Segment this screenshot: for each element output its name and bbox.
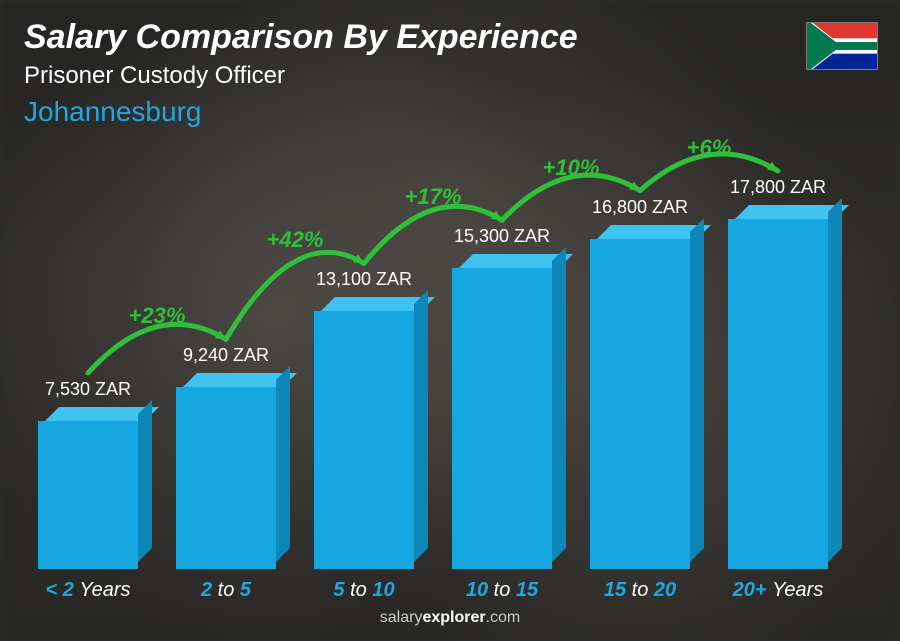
footer-brand-bold: explorer [422,609,485,626]
bar-x-label: < 2 Years [18,579,158,602]
bar-x-label: 5 to 10 [294,579,434,602]
footer-suffix: .com [486,609,521,626]
chart-subtitle: Prisoner Custody Officer [24,62,285,90]
bar-x-label: 20+ Years [708,579,848,602]
bar-chart: 7,530 ZAR< 2 Years9,240 ZAR2 to 513,100 … [28,129,858,569]
chart-title: Salary Comparison By Experience [24,18,578,57]
chart-content: Salary Comparison By Experience Prisoner… [0,0,900,641]
growth-arc [28,129,858,569]
bar-x-label: 2 to 5 [156,579,296,602]
flag-icon [806,22,878,70]
bar-x-label: 15 to 20 [570,579,710,602]
footer-brand: salary [380,609,423,626]
footer-attribution: salaryexplorer.com [0,609,900,627]
bar-x-label: 10 to 15 [432,579,572,602]
growth-arc-label: +6% [669,135,749,161]
chart-location: Johannesburg [24,96,201,128]
